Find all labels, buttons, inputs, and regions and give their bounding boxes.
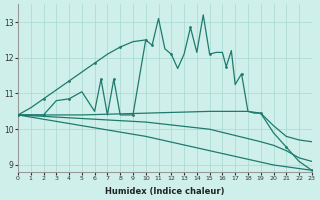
X-axis label: Humidex (Indice chaleur): Humidex (Indice chaleur)	[105, 187, 225, 196]
